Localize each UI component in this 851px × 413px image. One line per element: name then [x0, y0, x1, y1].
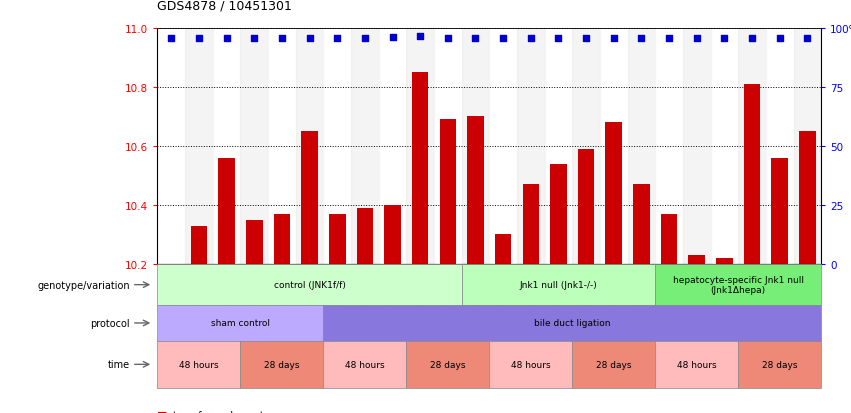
Bar	[600, 29, 627, 264]
Text: control (JNK1f/f): control (JNK1f/f)	[274, 280, 346, 290]
Bar	[688, 256, 705, 264]
Bar	[301, 132, 318, 264]
Bar	[323, 29, 351, 264]
Point	[635, 36, 648, 43]
Text: 28 days: 28 days	[430, 360, 465, 369]
Point	[248, 36, 261, 43]
Bar	[296, 29, 323, 264]
Bar	[494, 235, 511, 264]
Bar	[633, 185, 650, 264]
Bar	[407, 29, 434, 264]
Bar	[357, 209, 373, 264]
Text: 48 hours: 48 hours	[511, 360, 551, 369]
Point	[469, 36, 483, 43]
Point	[164, 36, 178, 43]
Bar	[523, 185, 540, 264]
Bar	[744, 85, 760, 264]
Point	[275, 36, 288, 43]
Point	[801, 36, 814, 43]
Text: GDS4878 / 10451301: GDS4878 / 10451301	[157, 0, 292, 12]
Point	[607, 36, 620, 43]
Bar	[793, 29, 821, 264]
Bar	[578, 150, 594, 264]
Bar	[739, 29, 766, 264]
Point	[192, 36, 206, 43]
Text: ■: ■	[157, 410, 168, 413]
Point	[580, 36, 593, 43]
Point	[441, 36, 454, 43]
Text: 28 days: 28 days	[264, 360, 300, 369]
Bar	[218, 158, 235, 264]
Bar	[711, 29, 739, 264]
Point	[717, 36, 731, 43]
Text: 28 days: 28 days	[762, 360, 797, 369]
Bar	[213, 29, 240, 264]
Bar	[467, 117, 483, 264]
Bar	[550, 164, 567, 264]
Bar	[412, 73, 428, 264]
Text: 48 hours: 48 hours	[345, 360, 385, 369]
Bar	[351, 29, 379, 264]
Bar	[461, 29, 489, 264]
Bar	[717, 259, 733, 264]
Bar	[771, 158, 788, 264]
Bar	[273, 214, 290, 264]
Bar	[655, 29, 683, 264]
Point	[496, 36, 510, 43]
Text: hepatocyte-specific Jnk1 null
(Jnk1Δhepa): hepatocyte-specific Jnk1 null (Jnk1Δhepa…	[673, 275, 803, 294]
Bar	[246, 220, 262, 264]
Point	[358, 36, 372, 43]
Text: bile duct ligation: bile duct ligation	[534, 319, 610, 328]
Bar	[379, 29, 406, 264]
Bar	[241, 29, 268, 264]
Text: 48 hours: 48 hours	[179, 360, 219, 369]
Bar	[329, 214, 346, 264]
Bar	[766, 29, 794, 264]
Bar	[799, 132, 815, 264]
Bar	[439, 120, 456, 264]
Bar	[517, 29, 545, 264]
Point	[414, 34, 427, 40]
Point	[690, 36, 704, 43]
Text: 48 hours: 48 hours	[677, 360, 717, 369]
Bar	[268, 29, 296, 264]
Bar	[605, 123, 622, 264]
Bar	[186, 29, 213, 264]
Point	[330, 36, 344, 43]
Point	[551, 36, 565, 43]
Text: protocol: protocol	[90, 318, 130, 328]
Bar	[157, 29, 186, 264]
Bar	[384, 205, 401, 264]
Point	[662, 36, 676, 43]
Text: genotype/variation: genotype/variation	[37, 280, 130, 290]
Bar	[489, 29, 517, 264]
Bar	[572, 29, 600, 264]
Point	[303, 36, 317, 43]
Point	[386, 34, 399, 41]
Bar	[191, 226, 208, 264]
Point	[220, 36, 233, 43]
Bar	[683, 29, 711, 264]
Point	[745, 36, 759, 43]
Bar	[660, 214, 677, 264]
Text: transformed count: transformed count	[173, 410, 264, 413]
Text: 28 days: 28 days	[596, 360, 631, 369]
Point	[524, 36, 538, 43]
Text: time: time	[108, 359, 130, 370]
Text: sham control: sham control	[211, 319, 270, 328]
Bar	[434, 29, 461, 264]
Bar	[627, 29, 655, 264]
Text: Jnk1 null (Jnk1-/-): Jnk1 null (Jnk1-/-)	[520, 280, 597, 290]
Bar	[545, 29, 572, 264]
Point	[773, 36, 786, 43]
